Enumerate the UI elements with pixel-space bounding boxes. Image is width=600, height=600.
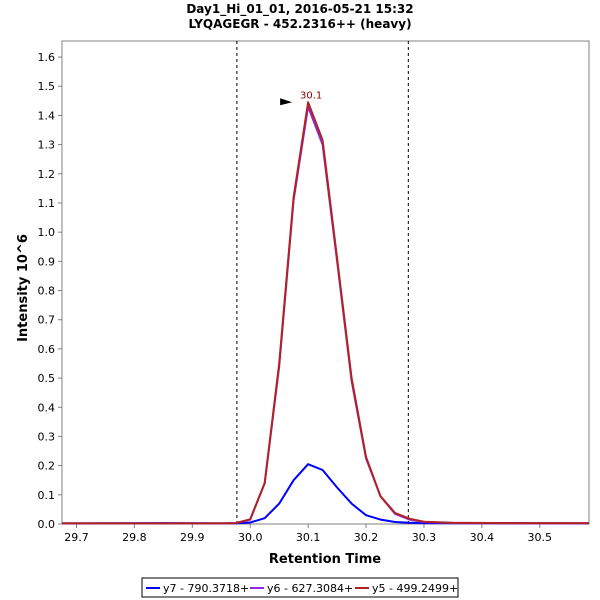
integration-bounds [236,41,409,524]
peak-annotation: 30.1 [280,90,322,106]
y-tick-label: 0.3 [38,430,56,443]
x-axis: 29.7 29.8 29.9 30.0 30.1 30.2 30.3 30.4 30.5 [64,524,552,544]
y-tick-label: 0.7 [38,314,56,327]
x-tick-label: 30.4 [470,531,495,544]
series-lines [61,101,590,525]
y-tick-label: 1.6 [38,51,56,64]
y-tick-label: 0.9 [38,255,56,268]
y-tick-label: 1.0 [38,226,56,239]
y-tick-label: 0.1 [38,489,56,502]
y-tick-label: 0.4 [38,401,56,414]
legend: y7 - 790.3718+ y6 - 627.3084+ y5 - 499.249… [141,577,459,598]
y-axis-label: Intensity 10^6 [16,234,31,342]
x-tick-label: 29.8 [122,531,147,544]
plot-area [61,40,590,525]
y-tick-label: 1.3 [38,139,56,152]
x-tick-label: 30.0 [238,531,263,544]
legend-box [141,577,459,598]
x-axis-label: Retention Time [269,552,381,567]
x-tick-label: 29.7 [64,531,89,544]
y-tick-label: 0.5 [38,372,56,385]
legend-entry: y7 - 790.3718+ [163,582,249,595]
legend-entry: y5 - 499.2499+ [372,582,458,595]
series-line [62,101,589,525]
chart-subtitle: LYQAGEGR - 452.2316++ (heavy) [188,17,411,31]
x-tick-label: 30.5 [528,531,553,544]
x-tick-label: 29.9 [180,531,205,544]
x-tick-label: 30.1 [296,531,321,544]
y-tick-label: 0.0 [38,518,56,531]
y-tick-label: 0.8 [38,285,56,298]
x-tick-label: 30.3 [412,531,437,544]
legend-entry: y6 - 627.3084+ [267,582,353,595]
y-tick-label: 1.4 [38,109,56,122]
y-tick-label: 0.2 [38,460,56,473]
x-tick-label: 30.2 [354,531,379,544]
y-tick-label: 0.6 [38,343,56,356]
y-tick-label: 1.2 [38,168,56,181]
peak-arrow-icon [280,98,293,106]
y-tick-label: 1.5 [38,80,56,93]
chart-title: Day1_Hi_01_01, 2016-05-21 15:32 [186,2,413,17]
y-axis: 0.0 0.1 0.2 0.3 0.4 0.5 0.6 0.7 0.8 0.9 1.0 1.1 1.2 1… [38,51,62,531]
y-tick-label: 1.1 [38,197,56,210]
peak-label: 30.1 [300,90,322,101]
